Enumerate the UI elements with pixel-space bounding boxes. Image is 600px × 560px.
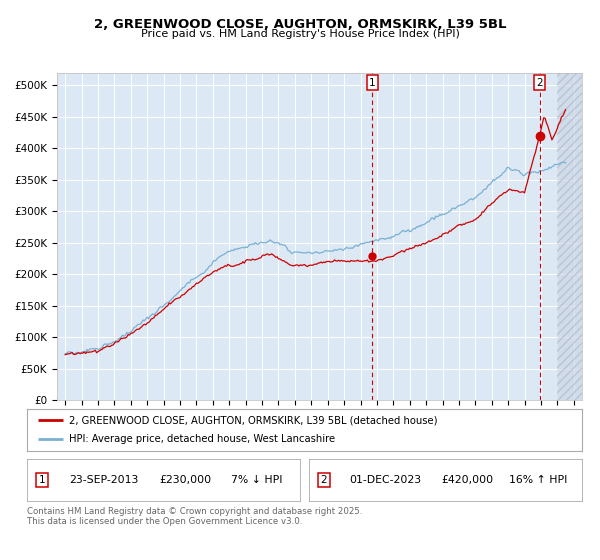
Text: HPI: Average price, detached house, West Lancashire: HPI: Average price, detached house, West… (68, 435, 335, 445)
Bar (557, 73, 582, 400)
Text: Price paid vs. HM Land Registry's House Price Index (HPI): Price paid vs. HM Land Registry's House … (140, 29, 460, 39)
Text: £230,000: £230,000 (159, 475, 211, 485)
Text: 2, GREENWOOD CLOSE, AUGHTON, ORMSKIRK, L39 5BL (detached house): 2, GREENWOOD CLOSE, AUGHTON, ORMSKIRK, L… (68, 415, 437, 425)
Text: 23-SEP-2013: 23-SEP-2013 (69, 475, 138, 485)
Text: 2: 2 (536, 78, 543, 88)
Text: Contains HM Land Registry data © Crown copyright and database right 2025.
This d: Contains HM Land Registry data © Crown c… (27, 507, 362, 526)
Text: 7% ↓ HPI: 7% ↓ HPI (230, 475, 282, 485)
Text: 1: 1 (39, 475, 46, 485)
Text: 2, GREENWOOD CLOSE, AUGHTON, ORMSKIRK, L39 5BL: 2, GREENWOOD CLOSE, AUGHTON, ORMSKIRK, L… (94, 18, 506, 31)
Text: 1: 1 (369, 78, 376, 88)
Text: 01-DEC-2023: 01-DEC-2023 (349, 475, 422, 485)
Text: £420,000: £420,000 (441, 475, 493, 485)
Text: 2: 2 (321, 475, 328, 485)
Text: 16% ↑ HPI: 16% ↑ HPI (509, 475, 568, 485)
